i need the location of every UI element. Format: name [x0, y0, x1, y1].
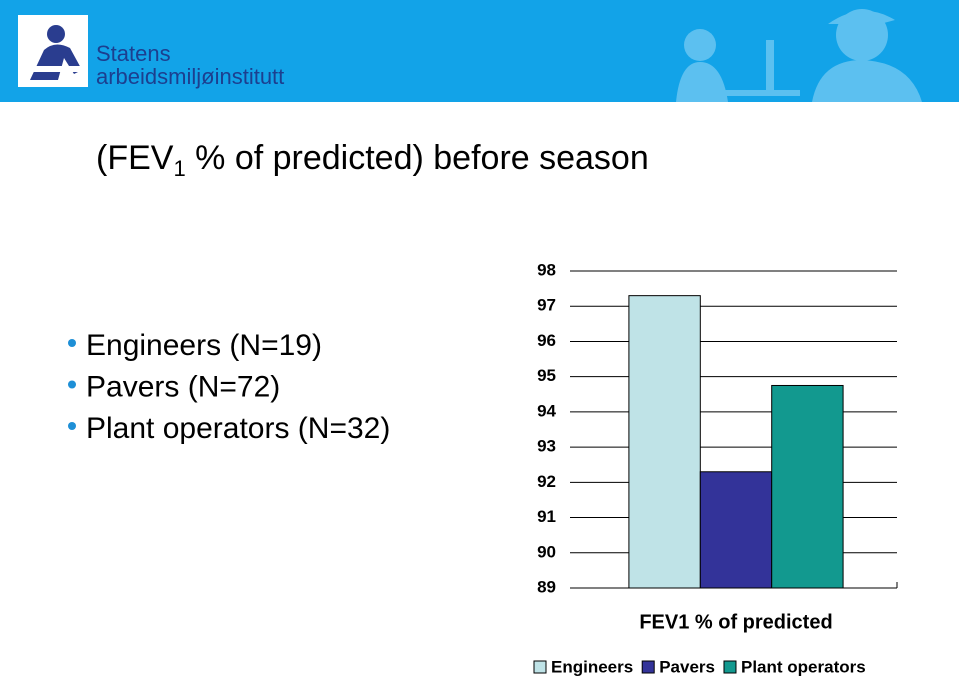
bar	[771, 384, 844, 589]
bar	[628, 295, 701, 589]
bullet-list: Engineers (N=19) Pavers (N=72) Plant opera…	[68, 329, 390, 445]
y-tick-label: 92	[537, 472, 556, 491]
legend-swatch	[723, 660, 737, 674]
header-silhouettes	[676, 9, 922, 102]
logo-figure	[26, 25, 84, 80]
y-tick-label: 98	[537, 260, 556, 279]
bullet-dot	[68, 339, 76, 347]
y-tick-label: 91	[537, 507, 556, 526]
y-tick-label: 89	[537, 577, 556, 596]
bullet-text: Plant operators (N=32)	[86, 412, 390, 445]
y-tick-label: 93	[537, 437, 556, 456]
logo-text: arbeidsmiljøinstitutt	[96, 64, 284, 89]
chart: 89 90 91 92 93 94 95 96 97 98 FEV1 % of predicted E…	[533, 260, 898, 676]
bullet-text: Pavers (N=72)	[86, 370, 280, 403]
slide-title: (FEV1 % of predicted) before season	[96, 139, 649, 181]
title-part: (FEV	[96, 139, 174, 177]
bullet-dot	[68, 422, 76, 430]
y-tick-label: 94	[537, 401, 556, 420]
bullet-dot	[68, 380, 76, 389]
legend-label: Plant operators	[741, 657, 866, 676]
title-subscript: 1	[173, 156, 185, 181]
y-tick-label: 95	[537, 366, 556, 385]
title-part: % of predicted) before season	[186, 139, 649, 177]
y-tick-label: 96	[537, 331, 556, 350]
bar	[699, 471, 773, 589]
legend-label: Engineers	[551, 657, 633, 676]
bullet-text: Engineers (N=19)	[86, 329, 322, 362]
legend-swatch	[533, 660, 547, 674]
y-tick-label: 90	[537, 542, 556, 561]
logo-text: Statens	[96, 41, 171, 66]
y-tick-label: 97	[537, 296, 556, 315]
header-band	[0, 0, 959, 102]
legend-swatch	[641, 660, 655, 674]
x-tick-label: FEV1 % of predicted	[639, 611, 832, 633]
legend-label: Pavers	[659, 657, 715, 676]
